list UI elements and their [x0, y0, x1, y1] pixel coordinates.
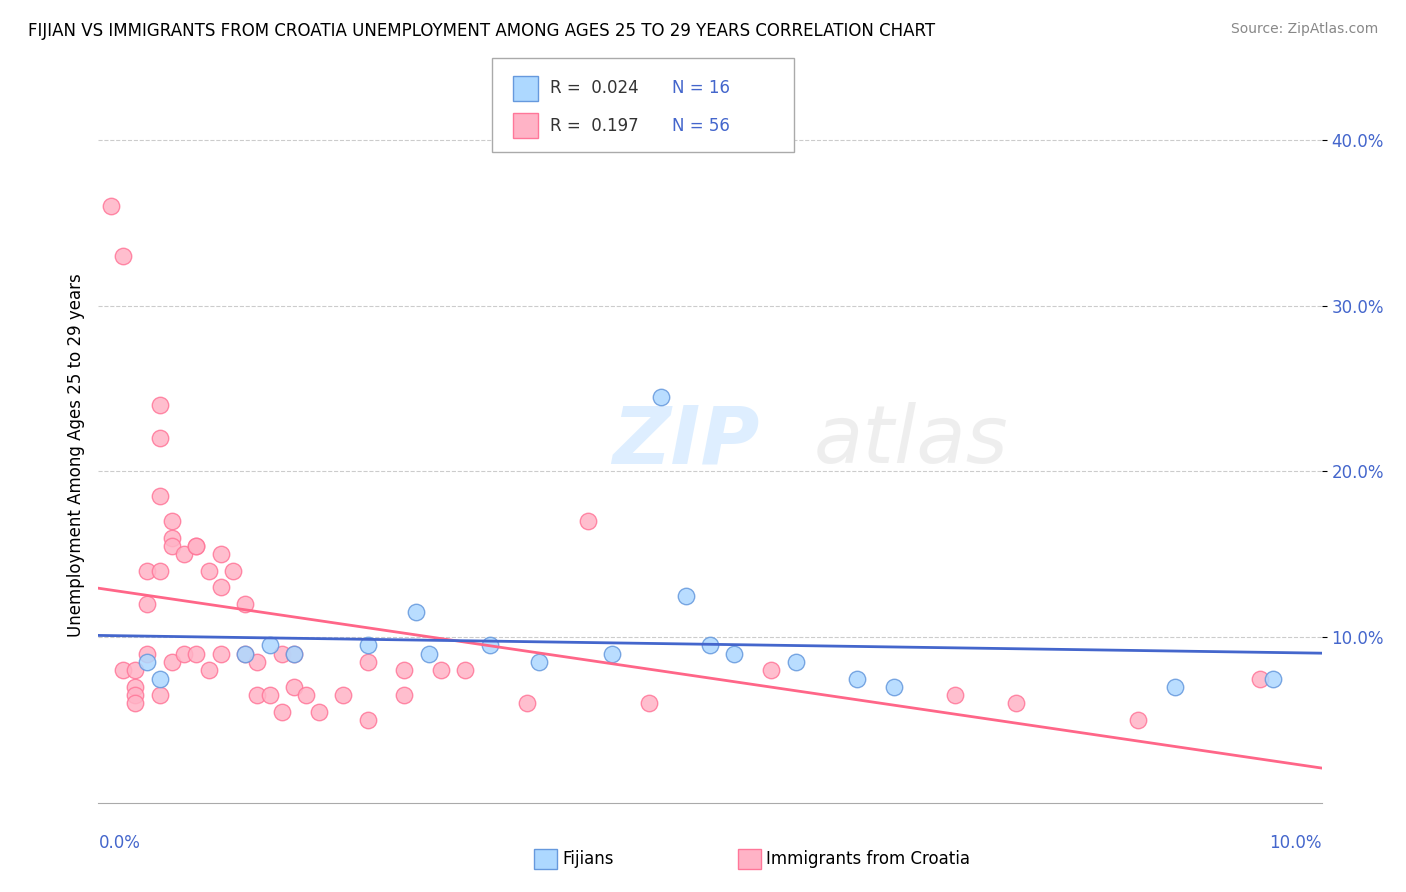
Point — [124, 688, 146, 702]
Text: N = 16: N = 16 — [672, 79, 730, 97]
Text: FIJIAN VS IMMIGRANTS FROM CROATIA UNEMPLOYMENT AMONG AGES 25 TO 29 YEARS CORRELA: FIJIAN VS IMMIGRANTS FROM CROATIA UNEMPL… — [28, 22, 935, 40]
Point — [637, 697, 661, 711]
Point — [943, 688, 966, 702]
Point — [576, 514, 599, 528]
Point — [723, 647, 745, 661]
Text: 0.0%: 0.0% — [98, 834, 141, 852]
Point — [124, 680, 146, 694]
Point — [136, 564, 159, 578]
Point — [111, 663, 134, 677]
Point — [527, 655, 550, 669]
Point — [405, 605, 427, 619]
Point — [1164, 680, 1187, 694]
Text: N = 56: N = 56 — [672, 117, 730, 135]
Point — [186, 647, 208, 661]
Point — [1249, 672, 1271, 686]
Point — [186, 539, 208, 553]
Point — [675, 589, 697, 603]
Text: atlas: atlas — [814, 402, 1008, 480]
Point — [478, 639, 501, 653]
Text: Fijians: Fijians — [562, 850, 614, 868]
Point — [173, 547, 195, 561]
Point — [259, 639, 281, 653]
Point — [454, 663, 477, 677]
Point — [197, 663, 219, 677]
Point — [356, 713, 378, 727]
Point — [600, 647, 623, 661]
Point — [883, 680, 905, 694]
Point — [186, 539, 208, 553]
Point — [418, 647, 440, 661]
Point — [650, 390, 672, 404]
Point — [283, 647, 305, 661]
Point — [209, 547, 232, 561]
Point — [283, 647, 305, 661]
Point — [136, 647, 159, 661]
Point — [197, 564, 219, 578]
Point — [136, 655, 159, 669]
Text: R =  0.024: R = 0.024 — [550, 79, 638, 97]
Text: Source: ZipAtlas.com: Source: ZipAtlas.com — [1230, 22, 1378, 37]
Point — [111, 249, 134, 263]
Point — [136, 597, 159, 611]
Point — [160, 539, 183, 553]
Point — [845, 672, 868, 686]
Point — [270, 705, 292, 719]
Point — [699, 639, 721, 653]
Point — [1004, 697, 1026, 711]
Point — [149, 489, 172, 503]
Point — [233, 647, 256, 661]
Point — [283, 680, 305, 694]
Point — [392, 663, 416, 677]
Point — [149, 398, 172, 412]
Point — [149, 672, 172, 686]
Text: 10.0%: 10.0% — [1270, 834, 1322, 852]
Text: Immigrants from Croatia: Immigrants from Croatia — [766, 850, 970, 868]
Point — [516, 697, 538, 711]
Text: ZIP: ZIP — [612, 402, 759, 480]
Point — [308, 705, 330, 719]
Point — [124, 663, 146, 677]
Point — [295, 688, 318, 702]
Point — [233, 647, 256, 661]
Point — [160, 514, 183, 528]
Point — [270, 647, 292, 661]
Point — [149, 431, 172, 445]
Point — [1261, 672, 1284, 686]
Point — [356, 655, 378, 669]
Point — [209, 581, 232, 595]
Point — [1128, 713, 1150, 727]
Point — [430, 663, 453, 677]
Point — [149, 688, 172, 702]
Point — [785, 655, 807, 669]
Y-axis label: Unemployment Among Ages 25 to 29 years: Unemployment Among Ages 25 to 29 years — [66, 273, 84, 637]
Point — [173, 647, 195, 661]
Point — [209, 647, 232, 661]
Point — [124, 697, 146, 711]
Point — [392, 688, 416, 702]
Point — [233, 597, 256, 611]
Point — [100, 199, 122, 213]
Point — [160, 531, 183, 545]
Point — [246, 655, 269, 669]
Point — [356, 639, 378, 653]
Point — [259, 688, 281, 702]
Point — [160, 655, 183, 669]
Point — [149, 564, 172, 578]
Point — [759, 663, 782, 677]
Point — [222, 564, 245, 578]
Point — [246, 688, 269, 702]
Point — [332, 688, 354, 702]
Text: R =  0.197: R = 0.197 — [550, 117, 638, 135]
